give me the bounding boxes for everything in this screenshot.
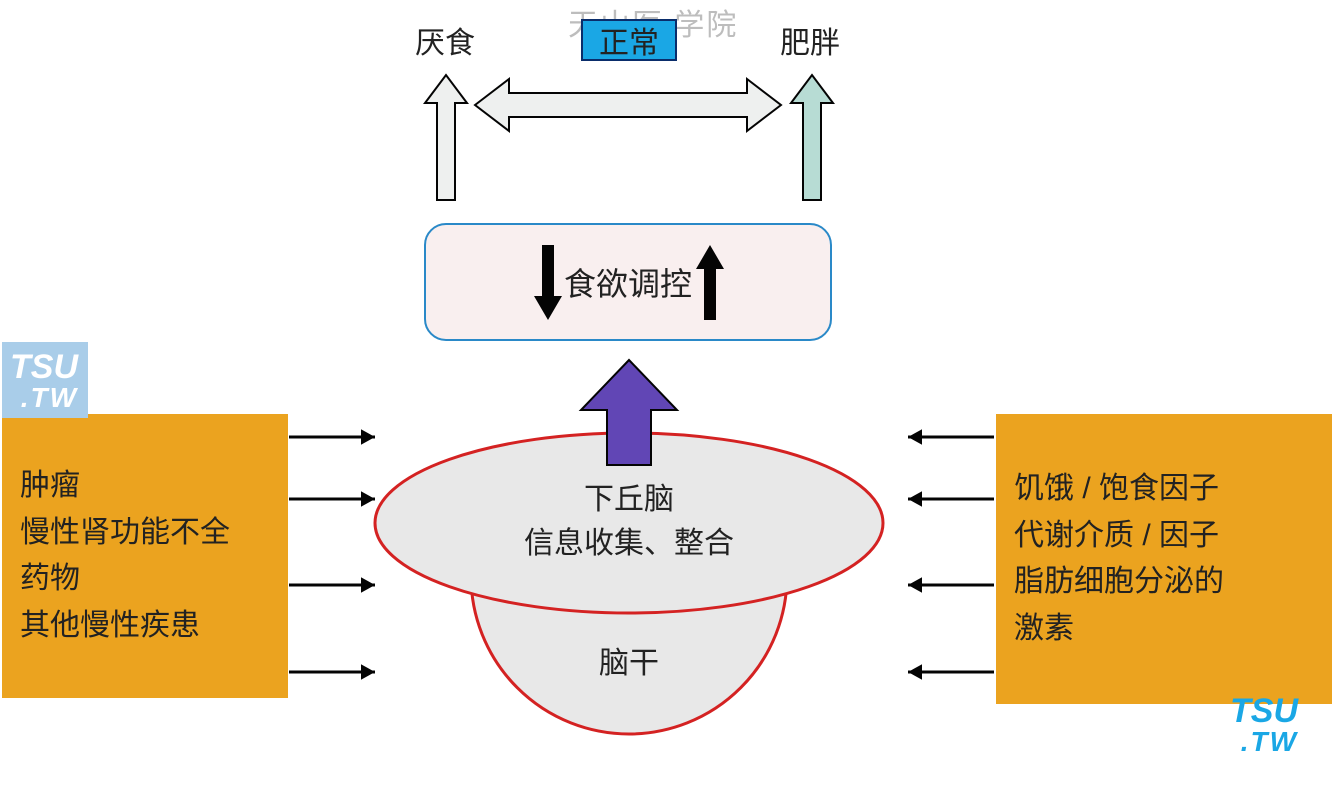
factor-item: 脂肪细胞分泌的	[1014, 559, 1314, 606]
factor-item: 激素	[1014, 606, 1314, 653]
label-anorexia: 厌食	[415, 18, 475, 62]
diagram-canvas: 厌食 肥胖 天山医 学院 正常 食欲调控 下丘脑信息收集、整合 脑干 肿瘤慢性肾…	[0, 0, 1335, 792]
label-obesity: 肥胖	[780, 18, 840, 62]
label-brainstem: 脑干	[569, 638, 689, 682]
factor-item: 慢性肾功能不全	[20, 510, 270, 557]
watermark-line: TSU	[10, 350, 78, 384]
factor-item: 代谢介质 / 因子	[1014, 513, 1314, 560]
left-factors-box: 肿瘤慢性肾功能不全药物其他慢性疾患	[2, 414, 288, 698]
label-hypothalamus: 下丘脑信息收集、整合	[489, 474, 769, 562]
watermark-tsu-top-left: TSU.TW	[2, 342, 88, 418]
watermark-tsu-bottom-right: TSU.TW	[1230, 694, 1298, 756]
factor-item: 其他慢性疾患	[20, 603, 270, 650]
brain-label-line: 信息收集、整合	[489, 518, 769, 562]
watermark-line: TSU	[1230, 694, 1298, 728]
watermark-line: .TW	[10, 384, 78, 412]
factor-item: 肿瘤	[20, 463, 270, 510]
right-factors-box: 饥饿 / 饱食因子代谢介质 / 因子脂肪细胞分泌的激素	[996, 414, 1332, 704]
factor-item: 饥饿 / 饱食因子	[1014, 466, 1314, 513]
label-normal-box: 正常	[581, 19, 677, 61]
watermark-line: .TW	[1230, 728, 1298, 756]
appetite-control-label: 食欲调控	[564, 259, 692, 305]
brain-label-line: 下丘脑	[489, 474, 769, 518]
appetite-control-box: 食欲调控	[424, 223, 832, 341]
label-normal-text: 正常	[599, 18, 659, 62]
factor-item: 药物	[20, 556, 270, 603]
